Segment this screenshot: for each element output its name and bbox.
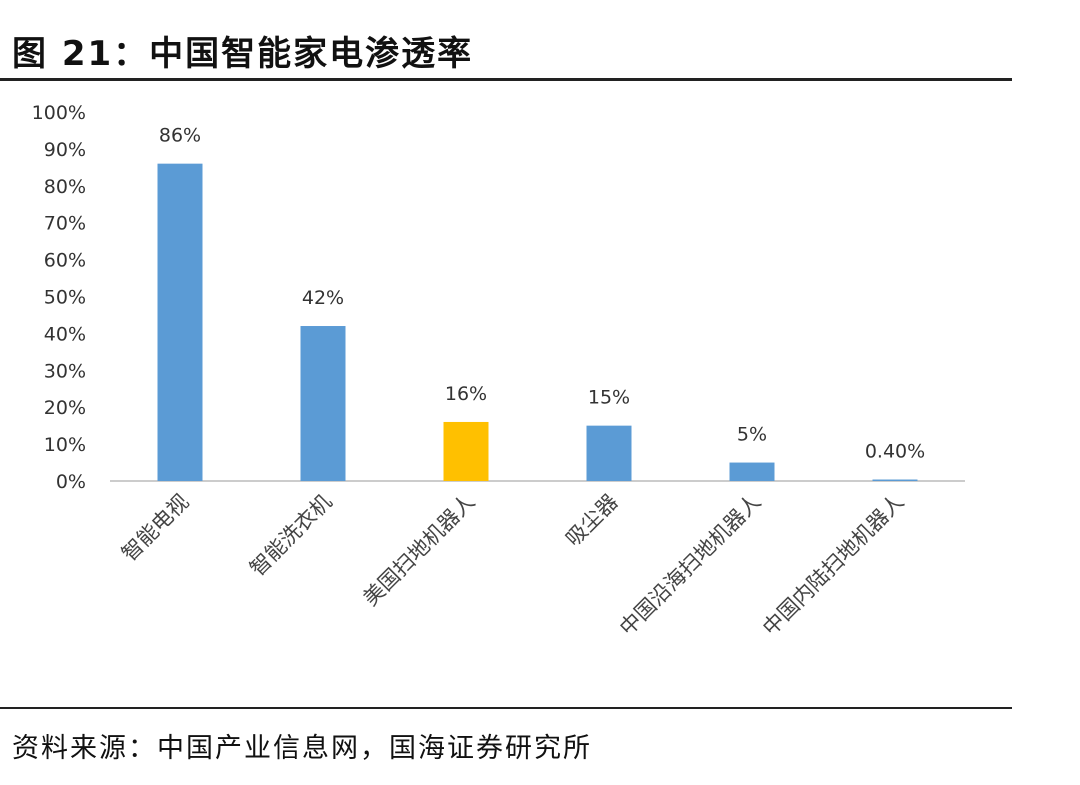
data-label: 86% xyxy=(159,125,201,147)
bar xyxy=(872,479,918,481)
x-tick-label: 吸尘器 xyxy=(561,490,623,552)
y-tick-label: 30% xyxy=(44,360,86,382)
data-label: 15% xyxy=(588,387,630,409)
x-tick-label: 智能电视 xyxy=(117,490,193,566)
top-rule xyxy=(0,78,1012,81)
y-tick-label: 0% xyxy=(56,471,86,493)
data-label: 5% xyxy=(737,424,767,446)
y-tick-label: 90% xyxy=(44,139,86,161)
bar xyxy=(157,163,203,481)
y-tick-label: 50% xyxy=(44,287,86,309)
y-tick-label: 20% xyxy=(44,397,86,419)
data-label: 0.40% xyxy=(865,441,925,463)
bar xyxy=(443,421,489,481)
x-tick-label: 智能洗衣机 xyxy=(245,490,336,581)
source-note: 资料来源：中国产业信息网，国海证券研究所 xyxy=(12,733,592,764)
bar xyxy=(300,326,346,481)
x-tick-label: 中国沿海扫地机器人 xyxy=(615,490,766,641)
y-tick-label: 70% xyxy=(44,213,86,235)
bar xyxy=(729,462,775,481)
y-tick-label: 10% xyxy=(44,434,86,456)
x-tick-label: 美国扫地机器人 xyxy=(359,490,480,611)
x-tick-label: 中国内陆扫地机器人 xyxy=(758,490,909,641)
y-tick-label: 80% xyxy=(44,176,86,198)
y-tick-label: 40% xyxy=(44,323,86,345)
y-tick-label: 100% xyxy=(32,102,86,124)
data-label: 42% xyxy=(302,287,344,309)
y-tick-label: 60% xyxy=(44,250,86,272)
figure-title: 图 21：中国智能家电渗透率 xyxy=(12,34,474,74)
data-label: 16% xyxy=(445,383,487,405)
bar xyxy=(586,425,632,481)
bottom-rule xyxy=(0,707,1012,709)
